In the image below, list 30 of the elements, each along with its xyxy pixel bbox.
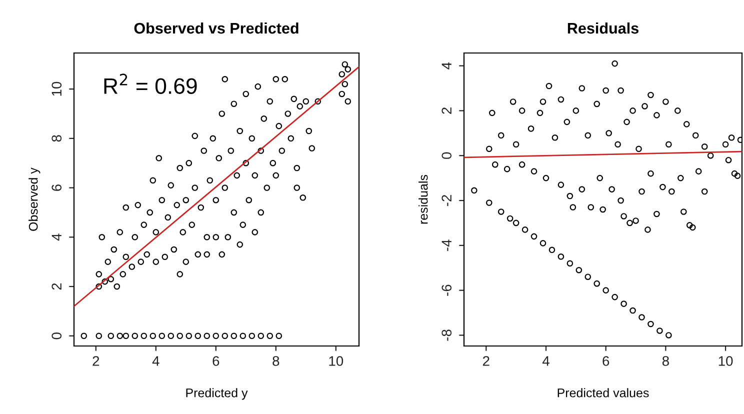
x-tick-label: 4 bbox=[152, 356, 160, 366]
x-tick-label: 8 bbox=[662, 356, 669, 366]
x-tick-label: 6 bbox=[212, 356, 220, 366]
y-tick-label: 8 bbox=[52, 135, 62, 142]
y-tick-label: 2 bbox=[442, 108, 452, 114]
y-tick-label: 4 bbox=[52, 234, 62, 241]
x-tick-label: 10 bbox=[718, 356, 733, 366]
y-tick-label: -4 bbox=[442, 240, 452, 251]
y-tick-label: 6 bbox=[52, 184, 62, 191]
y-tick-label: 0 bbox=[52, 332, 62, 340]
x-tick-label: 2 bbox=[482, 356, 490, 366]
y-tick-label: -8 bbox=[442, 330, 452, 341]
annotation: R$^{2}$ = 0.69 bbox=[104, 74, 197, 94]
y-tick-label: -2 bbox=[442, 195, 452, 206]
x-axis-title: Predicted y bbox=[186, 388, 248, 400]
y-axis-title: Observed y bbox=[28, 168, 40, 231]
x-tick-label: 8 bbox=[272, 356, 280, 366]
x-tick-label: 6 bbox=[602, 356, 610, 366]
x-tick-label: 10 bbox=[329, 356, 344, 366]
y-axis-title: residuals bbox=[418, 174, 428, 224]
y-tick-label: 2 bbox=[52, 283, 62, 290]
y-tick-label: 4 bbox=[442, 62, 452, 70]
x-axis-title: Predicted values bbox=[558, 388, 649, 398]
chart-title: Residuals bbox=[568, 22, 638, 34]
y-tick-label: 0 bbox=[442, 152, 452, 159]
y-tick-label: -6 bbox=[442, 284, 452, 296]
x-tick-label: 2 bbox=[92, 356, 100, 366]
y-tick-label: 10 bbox=[52, 82, 62, 96]
chart-title: Observed vs Predicted bbox=[134, 22, 298, 34]
x-tick-label: 4 bbox=[542, 356, 550, 366]
